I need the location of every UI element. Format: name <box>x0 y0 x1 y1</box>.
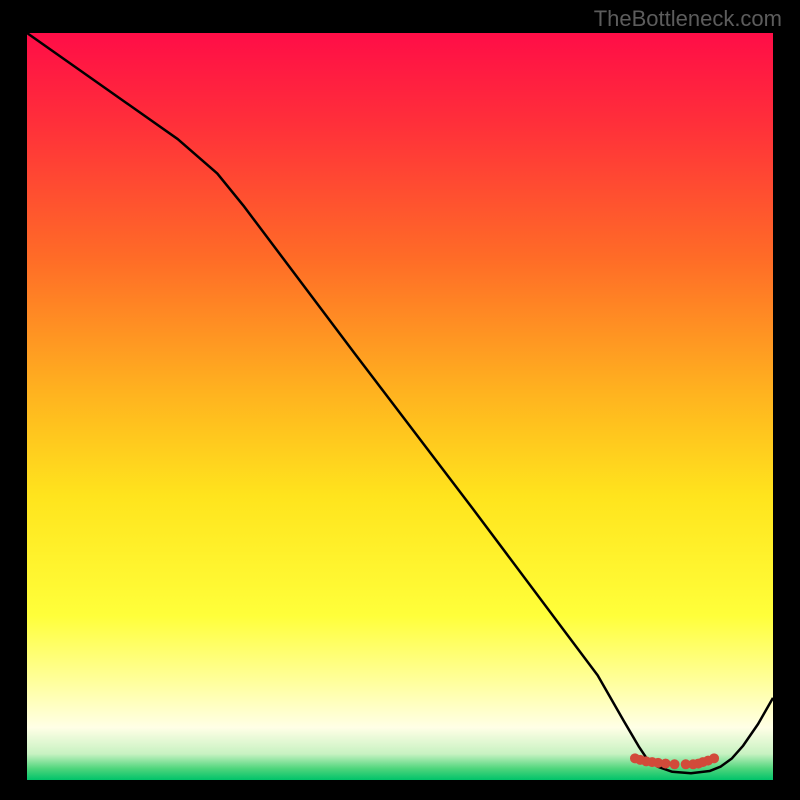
chart-markers <box>630 753 719 769</box>
chart-marker <box>709 753 719 763</box>
chart-overlay-svg <box>0 0 800 800</box>
chart-line <box>27 33 773 773</box>
chart-marker <box>661 759 671 769</box>
chart-stage: TheBottleneck.com <box>0 0 800 800</box>
chart-marker <box>670 759 680 769</box>
